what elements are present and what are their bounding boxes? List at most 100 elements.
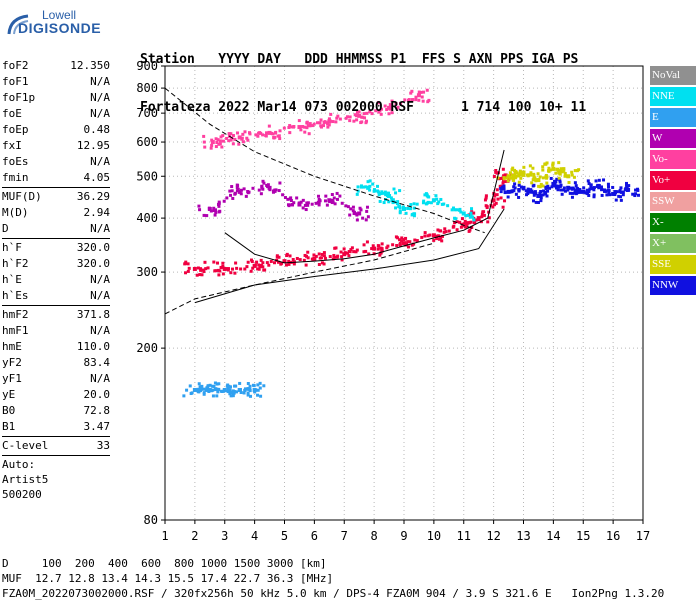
x-tick-label: 15 [576, 529, 590, 543]
echo-dot [320, 252, 324, 256]
echo-dot [566, 188, 570, 192]
echo-dot [303, 130, 307, 134]
trace-dot [532, 193, 536, 197]
trace-dot [619, 190, 623, 194]
trace-dot [238, 388, 242, 392]
trace-dot [217, 204, 221, 208]
trace-dot [389, 196, 393, 200]
param-label: h`E [2, 273, 22, 286]
v-axn: 714 [476, 100, 501, 115]
echo-dot [499, 186, 503, 190]
trace-dot [519, 185, 523, 189]
echo-dot [278, 137, 282, 141]
echo-dot [236, 131, 240, 135]
data-point [342, 252, 347, 257]
param-value: N/A [90, 107, 110, 120]
echo-dot [203, 145, 207, 149]
echo-dot [206, 385, 210, 389]
trace-dot [538, 175, 542, 179]
trace-dot [391, 243, 395, 247]
echo-dot [214, 145, 218, 149]
trace-dot [544, 173, 548, 177]
trace-dot [273, 189, 277, 193]
trace-dot [265, 261, 269, 265]
trace-dot [311, 124, 315, 128]
h-ps: PS [562, 52, 579, 67]
echo-dot [352, 212, 356, 216]
param-row-fmin: fmin 4.05 [2, 170, 110, 186]
echo-dot [582, 190, 586, 194]
echo-dot [417, 90, 421, 94]
echo-dot [335, 191, 339, 195]
v-ps: 11 [570, 100, 587, 115]
echo-dot [519, 176, 523, 180]
echo-dot [541, 168, 545, 172]
echo-dot [398, 209, 402, 213]
echo-dot [554, 186, 558, 190]
trace-dot [246, 387, 250, 391]
axis-ticks: 1 2 3 4 5 6 7 8 9 10 11 12 13 14 15 16 17802003004005006… [136, 59, 650, 543]
echo-dot [231, 394, 235, 398]
echo-dot [336, 254, 340, 258]
trace-dot [549, 168, 553, 172]
param-value: 4.05 [83, 171, 111, 184]
x-tick-label: 7 [341, 529, 348, 543]
param-label: C-level [2, 439, 49, 452]
echo-dot [536, 200, 540, 204]
trace-dot [346, 115, 350, 119]
echo-dot [466, 213, 470, 217]
data-point [387, 194, 392, 199]
trace-dot [291, 258, 295, 262]
echo-dot [568, 191, 572, 195]
header-row-values: Fortaleza 2022 Mar14 073 002000 RSF 1 71… [140, 100, 586, 116]
echo-dot [379, 192, 383, 196]
echo-dot [301, 198, 305, 202]
echo-dot [480, 212, 484, 216]
param-value: 12.350 [70, 59, 110, 72]
trace-dot [526, 187, 530, 191]
trace-dot [406, 240, 410, 244]
echo-dot [205, 214, 209, 218]
echo-dot [229, 394, 233, 398]
echo-dot [371, 244, 375, 248]
param-row-b0: B0 72.8 [2, 403, 110, 419]
trace-dot [226, 267, 230, 271]
echo-dot [563, 189, 567, 193]
echo-dot [534, 200, 538, 204]
header-row-labels: Station YYYY DAY DDD HHMMSS P1 FFS S AXN… [140, 52, 586, 68]
trace-dot [548, 186, 552, 190]
data-point [431, 233, 436, 238]
echo-dot [364, 185, 368, 189]
trace-dot [328, 255, 332, 259]
trace-dot [591, 187, 595, 191]
trace-dot [557, 184, 561, 188]
echo-dot [427, 98, 431, 102]
data-point [566, 185, 571, 190]
echo-dot [214, 137, 218, 141]
data-point [357, 211, 362, 216]
trace-dot [214, 269, 218, 273]
y-tick-label: 500 [136, 169, 158, 183]
echo-dot [376, 101, 380, 105]
echo-dot [454, 217, 458, 221]
trace-dot [318, 256, 322, 260]
trace-dot [374, 109, 378, 113]
data-point [282, 259, 287, 264]
trace-dot [306, 124, 310, 128]
echo-dot [411, 98, 415, 102]
x-tick-label: 4 [251, 529, 258, 543]
trace-dot [508, 175, 512, 179]
echo-dot [392, 187, 396, 191]
echo-dot [420, 95, 424, 99]
param-row-hf2: h`F2 320.0 [2, 256, 110, 272]
echo-dot [287, 204, 291, 208]
echo-dot [255, 260, 259, 264]
h-yyyyday: YYYY DAY [218, 52, 281, 67]
trace-dot [235, 390, 239, 394]
trace-dot [511, 175, 515, 179]
trace-dot [385, 108, 389, 112]
echo-dot [236, 187, 240, 191]
param-value: 83.4 [83, 356, 111, 369]
echo-dot [469, 211, 473, 215]
